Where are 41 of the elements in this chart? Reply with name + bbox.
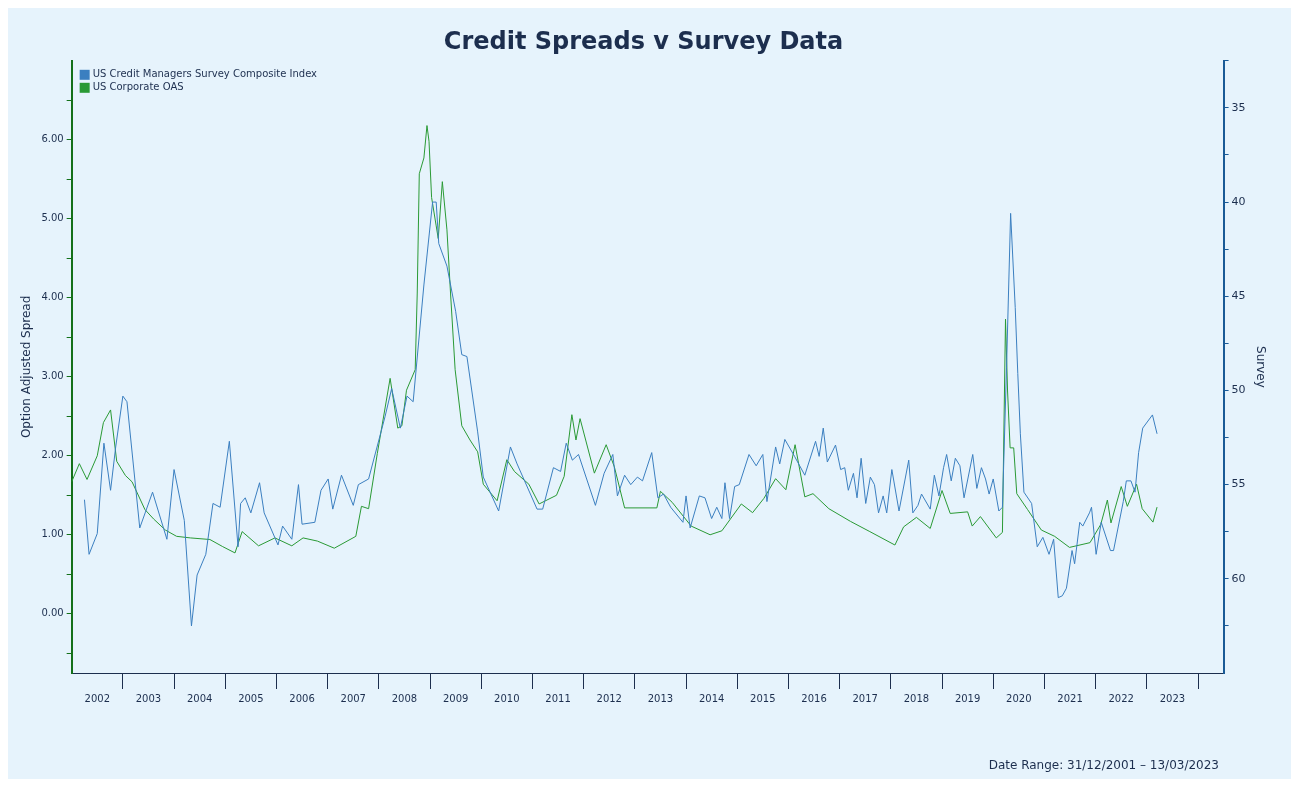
x-tick-label: 2020	[1006, 692, 1032, 704]
chart-title: Credit Spreads v Survey Data	[443, 26, 844, 55]
x-tick-label: 2008	[391, 692, 418, 704]
y2-axis-title: Survey	[1253, 346, 1268, 388]
x-tick-label: 2002	[84, 692, 110, 704]
x-tick-label: 2007	[340, 692, 366, 704]
y2-tick-label: 60	[1231, 571, 1246, 585]
x-tick-label: 2019	[954, 692, 981, 704]
x-tick-label: 2018	[903, 692, 930, 704]
legend-label: US Corporate OAS	[92, 81, 184, 93]
y-tick-label: 6.00	[41, 133, 64, 145]
y-tick-label: 4.00	[41, 291, 64, 303]
y-tick-label: 1.00	[41, 528, 64, 540]
x-tick-label: 2006	[289, 692, 315, 704]
text: Date Range: 31/12/2001 – 13/03/2023	[988, 758, 1219, 772]
x-tick-label: 2005	[238, 692, 264, 704]
legend-label: US Credit Managers Survey Composite Index	[92, 68, 318, 80]
x-tick-label: 2013	[647, 692, 674, 704]
x-tick-label: 2012	[596, 692, 622, 704]
y2-tick-label: 40	[1231, 194, 1246, 208]
x-tick-label: 2023	[1159, 692, 1186, 704]
y2-tick-label: 55	[1231, 477, 1246, 491]
y-axis-title: Option Adjusted Spread	[19, 295, 34, 439]
x-tick-label: 2011	[545, 692, 571, 704]
y2-tick-label: 35	[1231, 100, 1246, 114]
x-tick-label: 2010	[494, 692, 520, 704]
x-tick-label: 2014	[698, 692, 725, 704]
y-tick-label: 2.00	[41, 449, 64, 461]
x-tick-label: 2017	[852, 692, 878, 704]
y-tick-label: 0.00	[41, 607, 64, 619]
x-tick-label: 2021	[1057, 692, 1083, 704]
y2-tick-label: 45	[1231, 289, 1246, 303]
x-tick-label: 2009	[442, 692, 469, 704]
x-tick-label: 2016	[801, 692, 827, 704]
x-tick-label: 2003	[135, 692, 162, 704]
y2-tick-label: 50	[1231, 383, 1246, 397]
y-tick-label: 5.00	[41, 212, 64, 224]
x-tick-label: 2004	[186, 692, 213, 704]
x-tick-label: 2015	[750, 692, 776, 704]
y-tick-label: 3.00	[41, 370, 64, 382]
x-tick-label: 2022	[1108, 692, 1134, 704]
